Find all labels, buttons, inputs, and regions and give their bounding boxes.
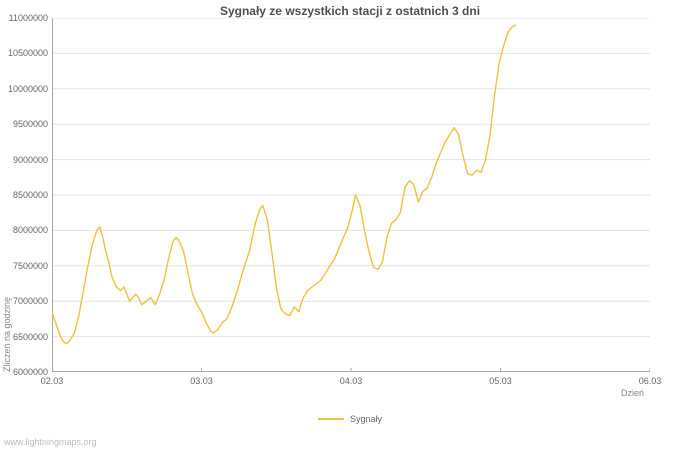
y-tick-label: 11000000	[8, 13, 48, 23]
y-tick-label: 6500000	[12, 331, 48, 342]
y-tick-label: 7000000	[12, 296, 48, 307]
y-tick-label: 7500000	[12, 260, 48, 271]
legend: Sygnały	[0, 414, 700, 424]
legend-series-label: Sygnały	[349, 414, 383, 424]
x-tick-label: 04.03	[339, 376, 363, 386]
chart-title: Sygnały ze wszystkich stacji z ostatnich…	[219, 4, 481, 18]
y-tick-label: 8500000	[12, 190, 48, 200]
watermark-link[interactable]: www.lightningmaps.org	[4, 437, 97, 447]
x-axis-label: Dzień	[620, 388, 644, 398]
y-tick-label: 9000000	[12, 154, 48, 165]
x-tick-label: 05.03	[489, 376, 512, 386]
x-tick-label: 02.03	[40, 376, 64, 386]
y-tick-label: 10500000	[7, 48, 48, 59]
plot-area	[51, 17, 651, 373]
x-tick-label: 06.03	[638, 376, 662, 386]
plot-svg	[51, 17, 651, 373]
y-tick-label: 6000000	[12, 367, 48, 377]
y-tick-label: 8000000	[12, 225, 48, 236]
y-tick-label: 10000000	[7, 83, 48, 94]
x-tick-label: 03.03	[190, 376, 213, 386]
legend-line-swatch	[317, 418, 344, 420]
y-tick-label: 9500000	[12, 119, 48, 130]
